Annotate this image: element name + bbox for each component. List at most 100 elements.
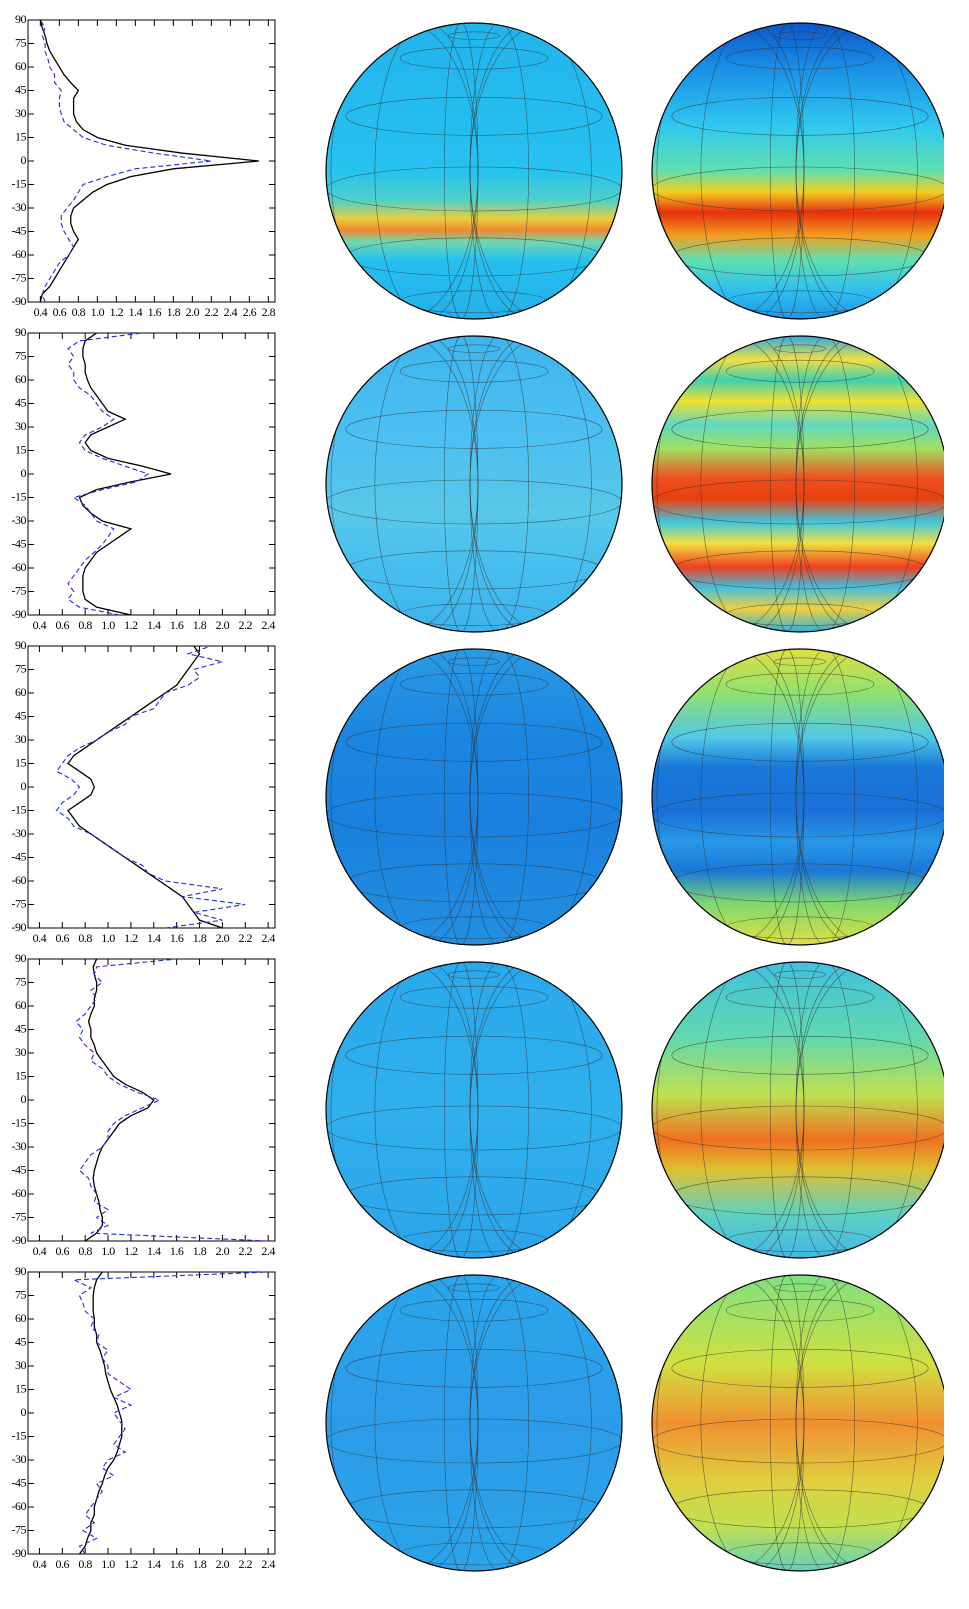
y-tick-label: 30 <box>15 106 27 120</box>
x-tick-label: 2.0 <box>216 931 230 945</box>
y-tick-label: -75 <box>12 1522 27 1536</box>
y-tick-label: -60 <box>12 1499 27 1513</box>
y-tick-label: -45 <box>12 223 27 237</box>
y-tick-label: -30 <box>12 200 27 214</box>
y-tick-label: -90 <box>12 1546 27 1560</box>
x-tick-label: 2.2 <box>239 1244 253 1258</box>
x-tick-label: 0.6 <box>56 1557 70 1571</box>
x-tick-label: 0.6 <box>53 305 67 319</box>
x-tick-label: 1.4 <box>147 931 161 945</box>
y-tick-label: -90 <box>12 607 27 621</box>
globe <box>326 23 624 319</box>
x-tick-label: 0.8 <box>78 931 92 945</box>
x-tick-label: 1.4 <box>147 618 161 632</box>
globe <box>326 336 624 632</box>
x-tick-label: 2.2 <box>205 305 219 319</box>
x-tick-label: 0.8 <box>72 305 86 319</box>
y-tick-label: -90 <box>12 920 27 934</box>
y-tick-label: -45 <box>12 536 27 550</box>
globe <box>652 1275 950 1571</box>
y-tick-label: -45 <box>12 849 27 863</box>
y-tick-label: 90 <box>15 638 27 652</box>
y-tick-label: -75 <box>12 896 27 910</box>
x-tick-label: 1.8 <box>193 618 207 632</box>
x-tick-label: 2.0 <box>216 1244 230 1258</box>
y-tick-label: -90 <box>12 294 27 308</box>
y-tick-label: -60 <box>12 873 27 887</box>
y-tick-label: 75 <box>15 974 27 988</box>
y-tick-label: -15 <box>12 1115 27 1129</box>
x-tick-label: 1.0 <box>91 305 105 319</box>
y-tick-label: 45 <box>15 82 27 96</box>
profile-line <box>74 1272 268 1554</box>
y-tick-label: -30 <box>12 1452 27 1466</box>
y-tick-label: 45 <box>15 395 27 409</box>
x-tick-label: 1.4 <box>129 305 143 319</box>
x-tick-label: 1.4 <box>147 1557 161 1571</box>
globe <box>652 962 950 1258</box>
x-tick-label: 1.0 <box>101 931 115 945</box>
x-tick-label: 0.8 <box>78 1557 92 1571</box>
x-tick-label: 1.6 <box>170 1244 184 1258</box>
globe-surface <box>326 649 622 945</box>
x-tick-label: 1.2 <box>124 1557 138 1571</box>
globe-surface <box>652 649 948 945</box>
y-tick-label: 30 <box>15 732 27 746</box>
globe <box>326 1275 624 1571</box>
globe <box>652 23 950 319</box>
x-tick-label: 0.4 <box>33 618 47 632</box>
x-tick-label: 0.4 <box>34 305 48 319</box>
y-tick-label: 30 <box>15 1045 27 1059</box>
x-tick-label: 2.6 <box>243 305 257 319</box>
globe <box>326 649 624 945</box>
y-tick-label: 15 <box>15 442 27 456</box>
x-tick-label: 1.0 <box>101 1244 115 1258</box>
x-tick-label: 0.8 <box>78 1244 92 1258</box>
x-tick-label: 0.6 <box>56 618 70 632</box>
x-tick-label: 0.4 <box>33 931 47 945</box>
figure: -90 -75 -60 -45 -30 -15 0 15 30 45 60 75 90 0.4 0.6 0.8… <box>0 0 969 1609</box>
y-tick-label: 45 <box>15 708 27 722</box>
y-tick-label: -15 <box>12 176 27 190</box>
x-tick-label: 1.0 <box>101 618 115 632</box>
plot-frame <box>28 959 275 1241</box>
x-tick-label: 2.8 <box>262 305 276 319</box>
x-tick-label: 1.8 <box>193 1244 207 1258</box>
y-tick-label: 90 <box>15 325 27 339</box>
globe-surface <box>326 1275 622 1571</box>
x-tick-label: 0.6 <box>56 1244 70 1258</box>
y-tick-label: -75 <box>12 1209 27 1223</box>
y-tick-label: -45 <box>12 1162 27 1176</box>
profile-line <box>79 333 170 615</box>
x-tick-label: 2.4 <box>224 305 238 319</box>
x-tick-label: 1.6 <box>170 1557 184 1571</box>
plot-frame <box>28 20 275 302</box>
x-tick-label: 1.0 <box>101 1557 115 1571</box>
y-tick-label: 60 <box>15 59 27 73</box>
x-tick-label: 1.2 <box>110 305 124 319</box>
profile-line <box>40 20 259 302</box>
x-tick-label: 0.8 <box>78 618 92 632</box>
y-tick-label: -15 <box>12 1428 27 1442</box>
x-tick-label: 1.8 <box>193 1557 207 1571</box>
y-tick-label: 75 <box>15 348 27 362</box>
y-tick-label: 0 <box>21 1405 27 1419</box>
y-tick-label: 0 <box>21 1092 27 1106</box>
globe-surface <box>326 336 622 632</box>
y-tick-label: 15 <box>15 129 27 143</box>
y-tick-label: 75 <box>15 1287 27 1301</box>
plot-frame <box>28 646 275 928</box>
profile-line <box>79 1272 121 1554</box>
y-tick-label: 60 <box>15 685 27 699</box>
y-tick-label: -30 <box>12 513 27 527</box>
y-tick-label: -60 <box>12 247 27 261</box>
y-tick-label: 0 <box>21 153 27 167</box>
globe-surface <box>326 962 622 1258</box>
y-tick-label: 75 <box>15 661 27 675</box>
y-tick-label: -30 <box>12 1139 27 1153</box>
y-tick-label: 75 <box>15 35 27 49</box>
x-tick-label: 2.2 <box>239 931 253 945</box>
y-tick-label: 90 <box>15 1264 27 1278</box>
